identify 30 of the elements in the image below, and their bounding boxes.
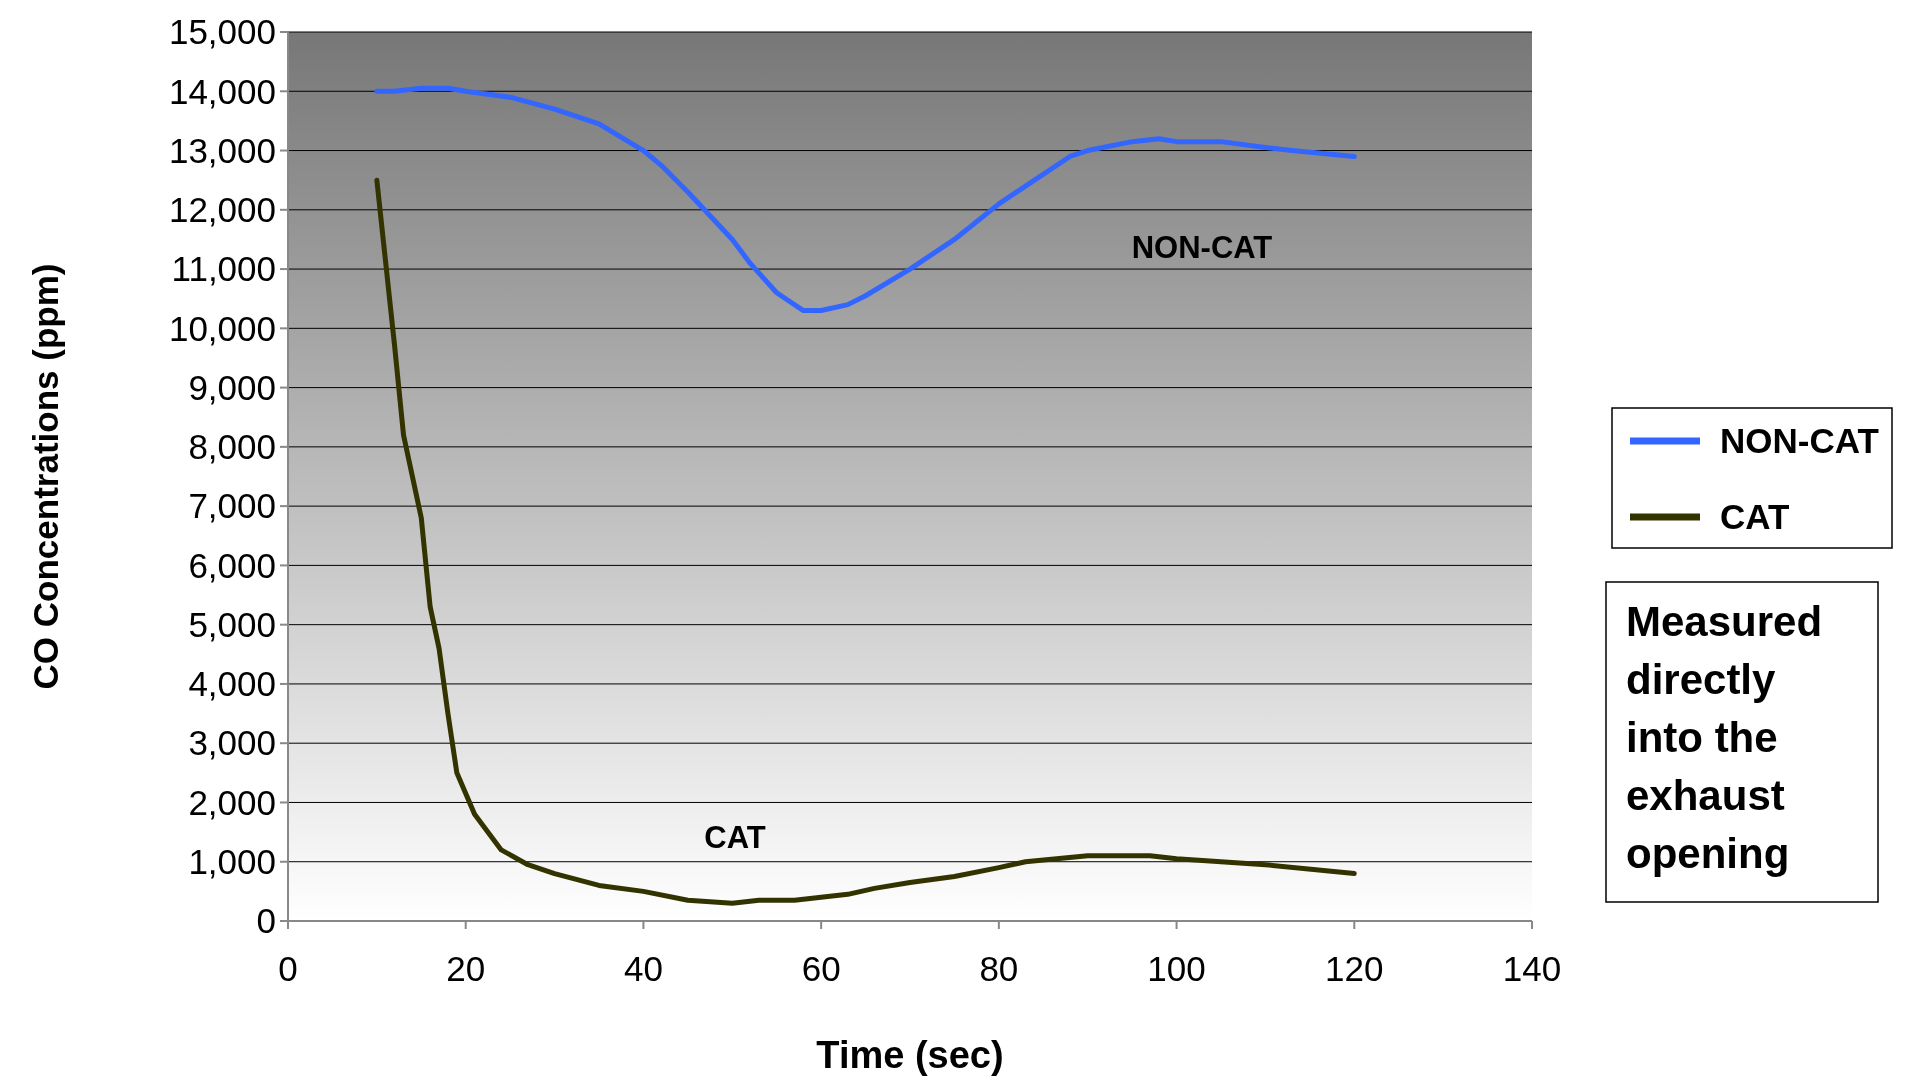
legend-label: CAT bbox=[1720, 497, 1790, 537]
legend-label: NON-CAT bbox=[1720, 421, 1879, 461]
x-axis-title: Time (sec) bbox=[816, 1034, 1004, 1076]
y-tick-label: 2,000 bbox=[188, 782, 276, 822]
y-tick-label: 4,000 bbox=[188, 664, 276, 704]
y-tick-label: 8,000 bbox=[188, 427, 276, 467]
annotation: CAT bbox=[704, 820, 766, 855]
annotation: NON-CAT bbox=[1131, 230, 1273, 265]
x-tick-label: 80 bbox=[979, 949, 1019, 988]
y-tick-label: 7,000 bbox=[188, 486, 276, 526]
y-tick-label: 3,000 bbox=[188, 723, 276, 763]
x-tick-label: 40 bbox=[623, 949, 663, 988]
x-tick-label: 20 bbox=[446, 949, 486, 988]
y-tick-label: 0 bbox=[256, 901, 276, 941]
x-tick-label: 100 bbox=[1147, 949, 1206, 988]
y-tick-label: 15,000 bbox=[168, 12, 276, 52]
y-tick-label: 10,000 bbox=[168, 308, 276, 348]
x-tick-label: 60 bbox=[801, 949, 841, 988]
y-tick-label: 6,000 bbox=[188, 545, 276, 585]
y-tick-label: 12,000 bbox=[168, 190, 276, 230]
y-tick-label: 9,000 bbox=[188, 367, 276, 407]
y-tick-label: 14,000 bbox=[168, 71, 276, 111]
y-tick-label: 1,000 bbox=[188, 841, 276, 881]
y-tick-label: 13,000 bbox=[168, 130, 276, 170]
y-tick-label: 5,000 bbox=[188, 604, 276, 644]
x-tick-label: 140 bbox=[1502, 949, 1562, 988]
y-axis-title: CO Concentrations (ppm) bbox=[26, 263, 65, 690]
x-tick-label: 120 bbox=[1325, 949, 1384, 988]
y-tick-label: 11,000 bbox=[171, 249, 276, 289]
text: Measured directly into the exhaust opening bbox=[1626, 598, 1823, 877]
